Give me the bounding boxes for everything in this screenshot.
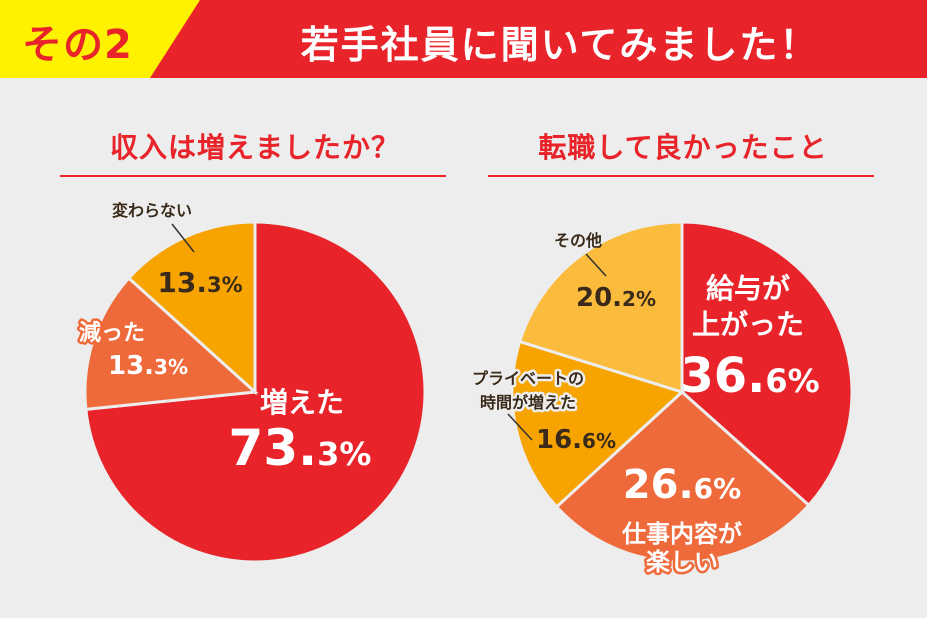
pie-2-slice-4 <box>517 220 684 395</box>
pie-1-leader-3 <box>171 223 195 253</box>
pie-2-label-2b: 楽しい <box>646 548 718 576</box>
pie-2-value-4: 20.2% <box>576 283 656 313</box>
pie-2-slice-1 <box>680 220 854 508</box>
pie-1-label-1: 増えた <box>260 386 344 419</box>
pie-2-label-4: その他 <box>554 231 602 250</box>
pie-1-label-2: 減った <box>79 321 145 346</box>
pie-2-label-3b: 時間が増えた <box>480 393 576 412</box>
pie-chart-income <box>83 220 427 564</box>
pie-2-label-2a: 仕事内容が <box>621 520 742 548</box>
pie-chart-benefits <box>510 220 854 564</box>
badge-text: その2 <box>22 22 133 68</box>
pie-2-leader-3 <box>507 413 533 441</box>
chart-1-title: 収入は増えましたか？ <box>109 131 400 164</box>
pie-2-leader-4 <box>585 253 607 277</box>
pie-2-value-3: 16.6% <box>536 425 616 455</box>
pie-2-slice-2 <box>554 389 811 564</box>
pie-2-label-1a: 給与が <box>706 272 790 305</box>
chart-1-title-underline <box>60 175 446 177</box>
chart-2-title-underline <box>488 175 874 177</box>
pie-1-value-1: 73.3% <box>229 419 372 477</box>
pie-2-label-1b: 上がった <box>692 308 804 341</box>
pie-1-slice-2 <box>83 275 259 411</box>
pie-1-label-3: 変わらない <box>112 201 192 220</box>
page-title: 若手社員に聞いてみました！ <box>300 23 820 67</box>
chart-2-title: 転職して良かったこと <box>538 131 828 164</box>
pie-1-value-3: 13.3% <box>157 266 242 299</box>
pie-2-value-1: 36.6% <box>680 348 819 404</box>
pie-1-slice-3 <box>126 220 257 396</box>
pie-1-value-2: 13.3% <box>108 351 188 381</box>
pie-2-value-2: 26.6% <box>623 462 741 508</box>
pie-2-slice-3 <box>510 339 685 509</box>
pie-2-label-3a: プライベートの <box>472 369 584 388</box>
